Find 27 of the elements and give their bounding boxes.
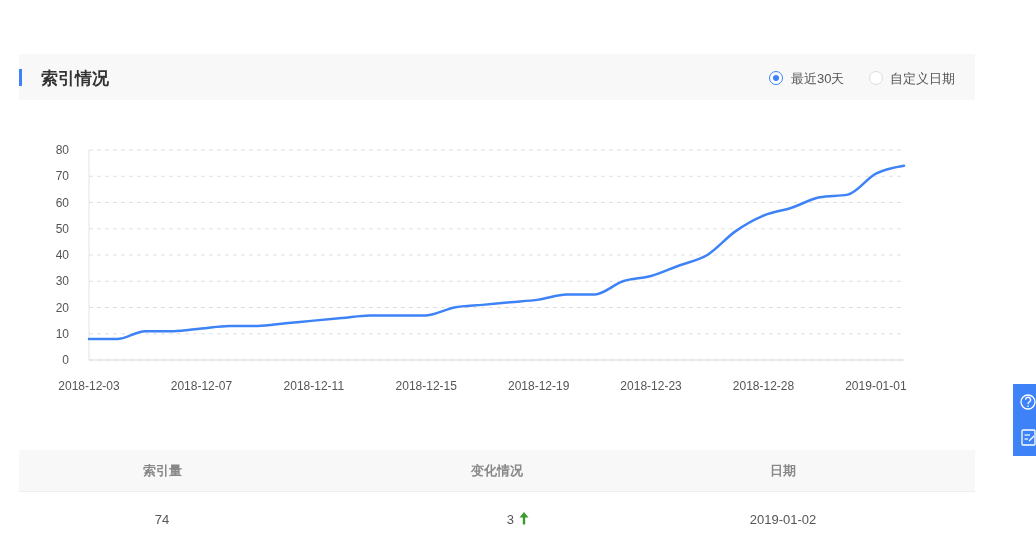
x-tick-label: 2018-12-19	[507, 379, 570, 393]
text: 2019-01-02	[749, 511, 817, 527]
text: 3	[506, 511, 514, 527]
y-tick-label: 80	[55, 143, 70, 157]
x-tick-label: 2018-12-23	[620, 379, 683, 393]
x-tick-label: 2018-12-07	[170, 379, 233, 393]
y-tick-label: 0	[62, 353, 70, 367]
text: 自定义日期	[890, 70, 955, 86]
x-tick-label: 2019-01-01	[845, 379, 907, 393]
x-tick-label: 2018-12-28	[732, 379, 795, 393]
text: 变化情况	[470, 462, 524, 478]
line-series	[87, 164, 906, 341]
y-tick-label: 70	[55, 169, 70, 184]
y-tick-label: 60	[55, 195, 70, 210]
text: 74	[154, 511, 170, 527]
y-tick-label: 10	[55, 326, 70, 341]
y-tick-label: 40	[55, 248, 70, 262]
text: 最近30天	[791, 70, 845, 86]
y-tick-label: 30	[55, 274, 70, 289]
x-tick-label: 2018-12-11	[283, 379, 345, 393]
y-tick-label: 50	[55, 221, 70, 236]
y-tick-label: 20	[55, 300, 70, 315]
x-tick-label: 2018-12-03	[58, 379, 121, 393]
text: 索引量	[142, 462, 182, 478]
text: 日期	[770, 462, 796, 478]
x-tick-label: 2018-12-15	[395, 379, 458, 393]
chart-title: 索引情况	[41, 68, 110, 88]
